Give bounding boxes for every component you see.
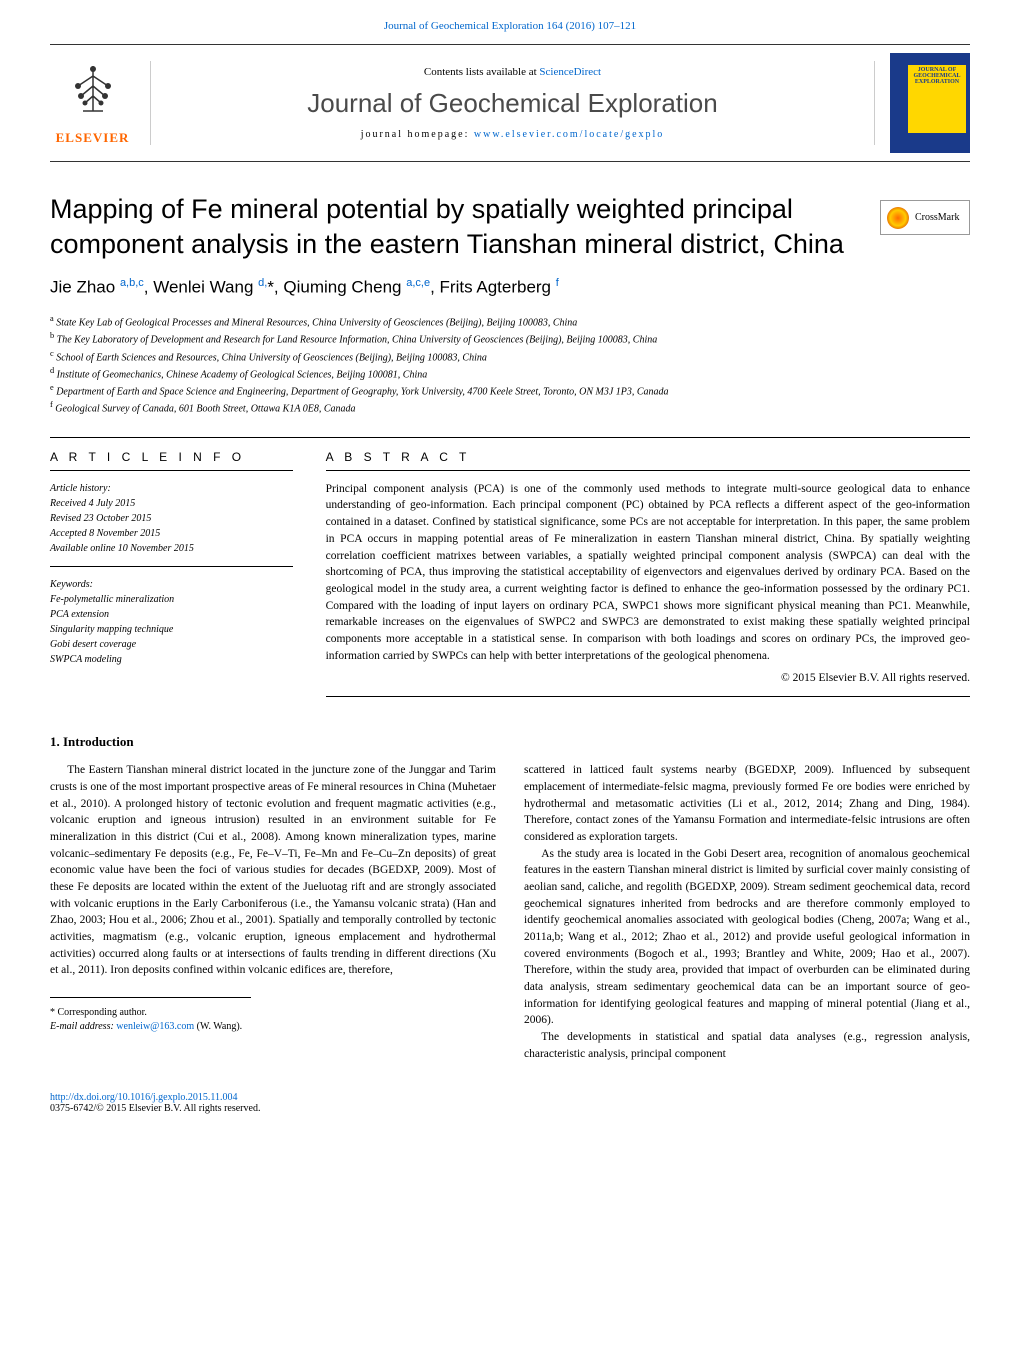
keyword-line: Gobi desert coverage (50, 637, 293, 652)
article-title: Mapping of Fe mineral potential by spati… (50, 192, 860, 262)
doi-block: http://dx.doi.org/10.1016/j.gexplo.2015.… (50, 1092, 970, 1114)
journal-name: Journal of Geochemical Exploration (171, 88, 854, 119)
body-p3: As the study area is located in the Gobi… (524, 846, 970, 1029)
history-line: Received 4 July 2015 (50, 496, 293, 511)
email-suffix: (W. Wang). (194, 1021, 242, 1032)
crossmark-icon (887, 207, 909, 229)
abstract-text: Principal component analysis (PCA) is on… (326, 481, 970, 664)
body-p4: The developments in statistical and spat… (524, 1029, 970, 1062)
affiliation-line: e Department of Earth and Space Science … (50, 382, 970, 399)
affiliation-line: f Geological Survey of Canada, 601 Booth… (50, 399, 970, 416)
copyright: © 2015 Elsevier B.V. All rights reserved… (326, 672, 970, 697)
history-line: Accepted 8 November 2015 (50, 526, 293, 541)
history-line: Available online 10 November 2015 (50, 541, 293, 556)
issn-line: 0375-6742/© 2015 Elsevier B.V. All right… (50, 1103, 260, 1114)
keyword-line: Fe-polymetallic mineralization (50, 592, 293, 607)
author-email[interactable]: wenleiw@163.com (116, 1021, 194, 1032)
info-divider (50, 566, 293, 567)
doi-link[interactable]: http://dx.doi.org/10.1016/j.gexplo.2015.… (50, 1092, 238, 1103)
crossmark-label: CrossMark (915, 212, 959, 223)
elsevier-tree-icon (63, 61, 123, 121)
email-prefix: E-mail address: (50, 1021, 116, 1032)
keywords-title: Keywords: (50, 577, 293, 592)
article-info-column: A R T I C L E I N F O Article history: R… (50, 438, 308, 709)
homepage-prefix: journal homepage: (361, 129, 474, 140)
authors-line: Jie Zhao a,b,c, Wenlei Wang d,*, Qiuming… (50, 277, 970, 298)
contents-line: Contents lists available at ScienceDirec… (171, 66, 854, 78)
contents-prefix: Contents lists available at (424, 66, 539, 78)
keyword-line: SWPCA modeling (50, 652, 293, 667)
abstract-heading: A B S T R A C T (326, 450, 970, 471)
body-text: The Eastern Tianshan mineral district lo… (50, 762, 970, 1062)
journal-cover-title: JOURNAL OF GEOCHEMICAL EXPLORATION (908, 65, 966, 133)
affiliation-line: a State Key Lab of Geological Processes … (50, 313, 970, 330)
abstract-column: A B S T R A C T Principal component anal… (308, 438, 970, 709)
journal-header: ELSEVIER Contents lists available at Sci… (50, 44, 970, 162)
body-p1: The Eastern Tianshan mineral district lo… (50, 762, 496, 979)
title-row: Mapping of Fe mineral potential by spati… (50, 192, 970, 262)
homepage-link[interactable]: www.elsevier.com/locate/gexplo (474, 129, 664, 140)
corresponding-label: * Corresponding author. (50, 1006, 251, 1021)
body-p2: scattered in latticed fault systems near… (524, 762, 970, 845)
affiliation-line: b The Key Laboratory of Development and … (50, 330, 970, 347)
article-history: Article history: Received 4 July 2015Rev… (50, 481, 293, 556)
keyword-line: PCA extension (50, 607, 293, 622)
crossmark-badge[interactable]: CrossMark (880, 200, 970, 235)
meta-row: A R T I C L E I N F O Article history: R… (50, 437, 970, 709)
history-line: Revised 23 October 2015 (50, 511, 293, 526)
affiliation-line: d Institute of Geomechanics, Chinese Aca… (50, 365, 970, 382)
elsevier-logo: ELSEVIER (50, 61, 150, 146)
article-info-heading: A R T I C L E I N F O (50, 450, 293, 471)
header-center: Contents lists available at ScienceDirec… (150, 61, 875, 145)
history-title: Article history: (50, 481, 293, 496)
corresponding-author: * Corresponding author. E-mail address: … (50, 997, 251, 1035)
journal-cover: JOURNAL OF GEOCHEMICAL EXPLORATION (890, 53, 970, 153)
intro-heading: 1. Introduction (50, 734, 970, 750)
elsevier-wordmark: ELSEVIER (50, 130, 135, 146)
sciencedirect-link[interactable]: ScienceDirect (539, 66, 601, 78)
keyword-line: Singularity mapping technique (50, 622, 293, 637)
journal-homepage: journal homepage: www.elsevier.com/locat… (171, 129, 854, 140)
affiliation-line: c School of Earth Sciences and Resources… (50, 348, 970, 365)
affiliations: a State Key Lab of Geological Processes … (50, 313, 970, 417)
journal-reference: Journal of Geochemical Exploration 164 (… (50, 20, 970, 32)
keywords-block: Keywords: Fe-polymetallic mineralization… (50, 577, 293, 667)
